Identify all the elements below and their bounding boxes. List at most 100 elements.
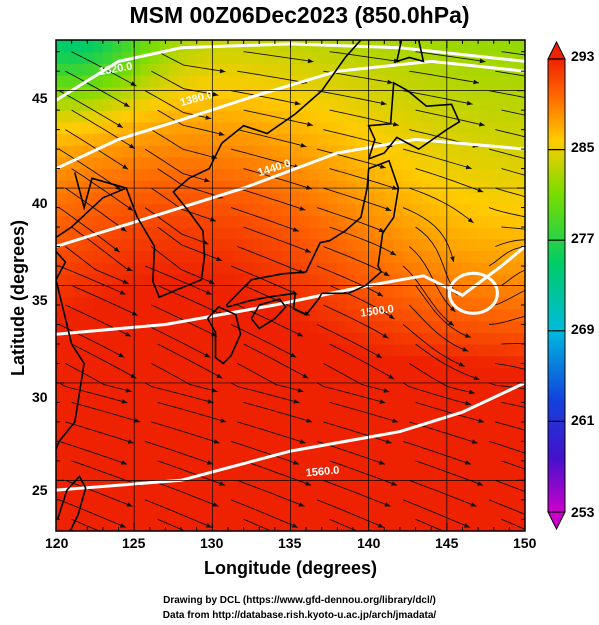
temperature-cell [525,134,535,146]
temperature-cell [206,390,217,403]
temperature-cell [234,98,245,111]
temperature-cell [506,168,517,181]
temperature-cell [468,133,479,146]
coastline [125,142,223,299]
streamline-arrow [216,256,222,261]
temperature-cell [525,519,535,531]
streamline [415,401,485,423]
temperature-cell [403,449,414,462]
temperature-cell [149,344,160,357]
temperature-cell [309,203,320,216]
temperature-cell [234,63,245,76]
temperature-cell [262,238,273,251]
temperature-cell [328,320,338,333]
temperature-cell [356,250,367,263]
temperature-cell [318,110,329,123]
streamline-arrow [220,418,227,423]
temperature-cell [478,519,489,531]
temperature-cell [253,390,263,403]
temperature-cell [224,344,235,357]
temperature-cell [102,180,113,193]
temperature-cell [84,355,95,368]
temperature-cell [431,250,442,263]
temperature-cell [309,63,320,76]
temperature-cell [234,402,245,415]
temperature-cell [468,507,479,520]
streamline [151,129,218,159]
temperature-cell [356,133,367,146]
temperature-cell [290,133,301,146]
temperature-cell [431,63,442,76]
temperature-cell [140,519,151,531]
streamline-arrow [462,347,469,352]
temperature-cell [478,180,489,193]
temperature-cell [506,273,517,287]
temperature-cell [328,203,338,216]
temperature-cell [65,379,76,392]
temperature-cell [346,238,357,251]
temperature-cell [65,285,76,298]
temperature-cell [487,215,498,228]
temperature-cell [65,110,76,123]
temperature-cell [318,145,329,158]
temperature-cell [478,110,489,123]
temperature-cell [525,391,535,403]
x-tick-label: 135 [278,535,302,551]
streamline [501,109,525,116]
temperature-cell [478,495,489,509]
temperature-cell [328,297,338,310]
temperature-cell [440,519,451,531]
temperature-cell [140,273,151,287]
temperature-cell [93,215,104,228]
streamline [323,363,390,393]
temperature-cell [102,227,113,240]
temperature-cell [290,86,301,100]
temperature-cell [487,133,498,146]
temperature-cell [506,379,517,392]
temperature-cell [440,156,451,170]
colorbar [547,40,566,531]
temperature-cell [140,238,151,251]
temperature-cell [403,40,414,53]
temperature-cell [131,507,141,520]
streamline [323,421,392,444]
temperature-cell [253,449,263,462]
temperature-cell [431,472,442,485]
temperature-cell [309,215,320,228]
temperature-cell [412,519,423,531]
temperature-cell [365,414,376,427]
temperature-cell [421,390,432,403]
temperature-cell [403,332,414,345]
temperature-cell [487,145,498,158]
temperature-cell [74,414,85,427]
temperature-cell [206,402,217,415]
temperature-cell [159,192,170,205]
temperature-cell [84,320,95,333]
streamline [329,168,399,190]
temperature-cell [131,145,141,158]
temperature-cell [131,238,141,251]
temperature-cell [421,156,432,170]
temperature-cell [450,168,460,181]
temperature-cell [515,156,525,170]
temperature-cell [215,250,226,263]
temperature-cell [93,285,104,298]
temperature-cell [309,308,320,322]
temperature-cell [403,75,414,88]
temperature-cell [65,227,76,240]
temperature-cell [431,145,442,158]
temperature-cell [149,215,160,228]
temperature-cell [515,495,525,509]
temperature-cell [374,320,385,333]
temperature-cell [374,86,385,100]
temperature-cell [374,180,385,193]
temperature-cell [187,460,198,474]
temperature-cell [271,262,282,275]
temperature-cell [328,449,338,462]
temperature-cell [450,110,460,123]
temperature-cell [243,297,254,310]
temperature-cell [515,110,525,123]
temperature-cell [318,344,329,357]
temperature-cell [168,519,179,531]
temperature-cell [206,180,217,193]
